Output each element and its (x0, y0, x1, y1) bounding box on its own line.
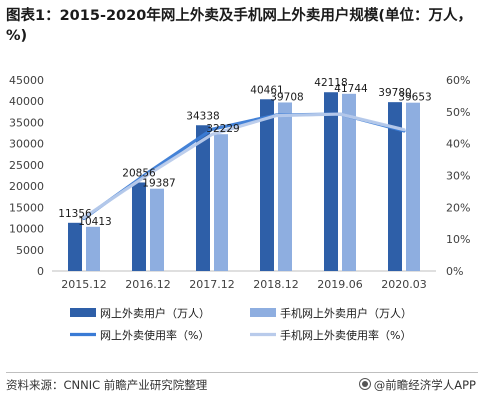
legend: 网上外卖用户（万人） 手机网上外卖用户（万人） 网上外卖使用率（%） 手机网上外卖使用… (70, 306, 412, 342)
x-tick-label: 2017.12 (189, 278, 235, 291)
bar-online-value-label: 20856 (122, 167, 156, 179)
bar-mobile-value-label: 10413 (78, 216, 111, 228)
bar-online (132, 182, 146, 271)
y-left-tick-label: 40000 (9, 95, 44, 108)
bar-mobile-value-label: 32229 (206, 123, 239, 135)
bar-online-value-label: 34338 (186, 110, 219, 122)
y-right-tick-label: 40% (446, 138, 470, 151)
chart-title: 图表1：2015-2020年网上外卖及手机网上外卖用户规模(单位：万人，%) (6, 8, 472, 44)
y-right-tick-label: 30% (446, 170, 470, 183)
bars (68, 92, 420, 272)
y-right-tick-label: 10% (446, 233, 470, 246)
lines (82, 112, 406, 221)
bar-online-value-label: 39780 (378, 87, 411, 99)
bar-mobile-value-label: 39708 (270, 91, 303, 103)
bar-online (388, 102, 402, 271)
bar-online (68, 222, 82, 271)
legend-swatch-bar (70, 308, 96, 317)
x-tick-label: 2016.12 (125, 278, 171, 291)
bar-online (196, 125, 210, 271)
y-left-tick-label: 5000 (16, 244, 44, 257)
brand-logo-icon (358, 378, 371, 390)
x-tick-label: 2015.12 (61, 278, 107, 291)
source-note: 资料来源：CNNIC 前瞻产业研究院整理 (6, 378, 208, 392)
axes: 0 5000 10000 15000 20000 25000 30000 35000 40000… (9, 74, 470, 291)
legend-label: 手机网上外卖用户（万人） (280, 306, 412, 320)
y-left-tick-label: 35000 (9, 116, 44, 129)
legend-label: 网上外卖使用率（%） (100, 328, 209, 342)
y-left-tick-label: 20000 (9, 180, 44, 193)
bar-mobile (150, 188, 164, 271)
bar-online-value-label: 42118 (314, 77, 347, 89)
x-tick-label: 2018.12 (253, 278, 299, 291)
bar-mobile-value-label: 19387 (142, 178, 175, 190)
brand-text: @前瞻经济学人APP (373, 378, 476, 392)
bar-online (260, 99, 274, 271)
y-right-tick-label: 60% (446, 74, 470, 87)
brand: @前瞻经济学人APP (358, 377, 476, 393)
y-left-tick-label: 15000 (9, 201, 44, 214)
bar-mobile (406, 102, 420, 272)
bar-mobile-value-label: 39653 (398, 92, 431, 104)
legend-swatch-bar (250, 308, 276, 317)
bar-online-value-label: 11356 (58, 208, 92, 220)
bar-online-value-label: 40461 (250, 84, 283, 96)
x-tick-label: 2019.06 (317, 278, 363, 291)
footer-divider (6, 372, 478, 373)
bar-online (324, 92, 338, 272)
y-left-tick-label: 30000 (9, 138, 44, 151)
y-left-tick-label: 10000 (9, 223, 44, 236)
legend-label: 网上外卖用户（万人） (100, 306, 210, 320)
y-left-tick-label: 25000 (9, 159, 44, 172)
y-right-tick-label: 20% (446, 201, 470, 214)
bar-mobile (278, 102, 292, 271)
y-right-tick-label: 0% (446, 265, 463, 278)
bar-mobile-value-label: 41744 (334, 83, 368, 95)
y-left-tick-label: 45000 (9, 74, 44, 87)
bar-mobile (86, 226, 100, 271)
y-right-tick-label: 50% (446, 106, 470, 119)
x-tick-label: 2020.03 (381, 278, 427, 291)
bar-mobile (214, 134, 228, 271)
bar-mobile (342, 93, 356, 271)
y-left-tick-label: 0 (37, 265, 44, 278)
data-labels: 11356 20856 34338 40461 42118 39780 10413 19387… (58, 77, 431, 228)
chart: 0 5000 10000 15000 20000 25000 30000 35000 40000… (9, 74, 470, 342)
legend-label: 手机网上外卖使用率（%） (280, 328, 411, 342)
line-mobile-rate (82, 112, 406, 220)
